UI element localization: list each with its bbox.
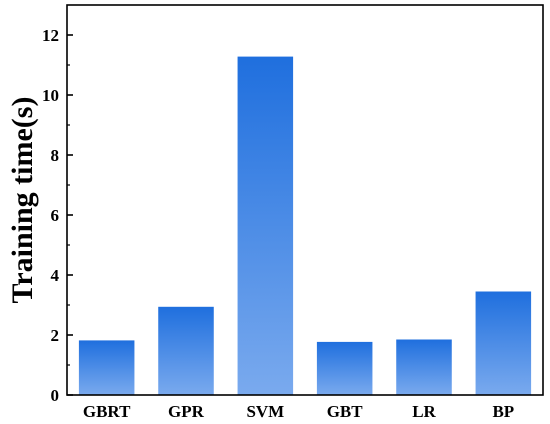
y-tick-label-0: 0: [51, 386, 60, 405]
y-axis: 0 2 4 6 8 10 12: [42, 26, 73, 405]
y-tick-label-10: 10: [42, 86, 59, 105]
y-tick-label-2: 2: [51, 326, 60, 345]
x-axis: GBRT GPR SVM GBT LR BP: [83, 402, 514, 421]
x-tick-label-bp: BP: [492, 402, 514, 421]
y-tick-label-12: 12: [42, 26, 59, 45]
x-tick-label-svm: SVM: [246, 402, 284, 421]
bar-gpr: [158, 306, 214, 395]
bar-bp: [475, 291, 532, 395]
x-tick-label-lr: LR: [412, 402, 436, 421]
plot-frame: [66, 4, 544, 396]
bar-gbt: [316, 341, 373, 395]
y-tick-label-8: 8: [51, 146, 60, 165]
y-axis-title: Training time(s): [6, 97, 39, 304]
bar-svm: [237, 56, 294, 395]
bars-group: [78, 56, 532, 395]
y-tick-label-4: 4: [51, 266, 60, 285]
bar-gbrt: [78, 340, 135, 395]
x-tick-label-gbt: GBT: [327, 402, 364, 421]
x-tick-label-gbrt: GBRT: [83, 402, 131, 421]
bar-lr: [396, 339, 452, 395]
x-tick-label-gpr: GPR: [168, 402, 205, 421]
y-tick-label-6: 6: [51, 206, 60, 225]
